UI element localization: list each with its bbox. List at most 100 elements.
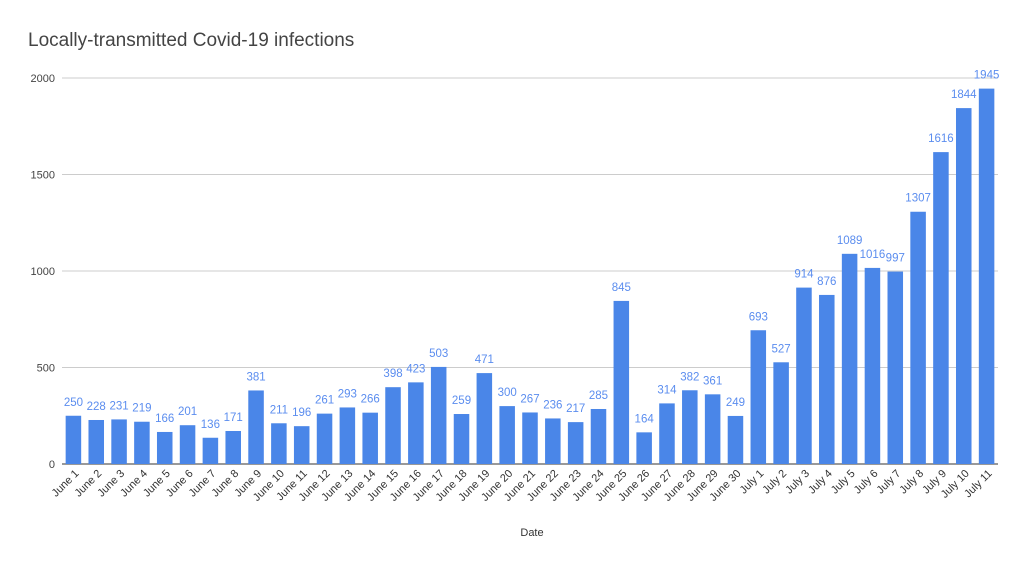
bar [271,423,287,464]
bar [202,437,219,464]
data-label: 259 [452,395,471,407]
data-label: 1616 [928,133,954,145]
data-label: 1089 [837,235,863,247]
data-label: 266 [361,394,380,406]
data-label: 300 [498,387,517,399]
data-label: 231 [109,400,128,412]
data-label: 382 [680,371,699,383]
bar [887,271,904,464]
data-label: 1016 [860,249,886,261]
bar [567,422,584,464]
bar [293,426,310,464]
bar [750,330,767,464]
bar [499,406,515,464]
bar [727,415,744,464]
data-label: 136 [201,419,220,431]
bar [819,294,835,464]
x-tick-label: July 3 [783,468,812,497]
bar [248,390,264,464]
data-label: 249 [726,397,745,409]
y-tick-label: 1500 [31,170,55,182]
bar [682,390,698,464]
bar [978,88,995,465]
bar [476,373,493,464]
data-label: 1945 [974,70,1000,82]
y-axis-ticks: 0 500 1000 1500 2000 [31,73,55,471]
data-label: 471 [475,354,494,366]
chart-title: Locally-transmitted Covid-19 infections [28,30,355,51]
data-label: 196 [292,407,311,419]
x-tick-label: July 7 [875,468,904,497]
bar [408,382,424,464]
data-label: 381 [246,371,265,383]
data-label: 914 [794,269,814,281]
x-axis-title: Date [520,527,543,539]
bar [362,412,378,464]
bar [636,432,652,464]
data-label: 250 [64,397,83,409]
data-label: 503 [429,348,448,360]
bar [522,412,538,464]
gridlines [62,77,998,465]
y-tick-label: 500 [37,363,55,375]
bar [545,418,561,464]
data-label: 1844 [951,89,977,101]
y-tick-label: 2000 [31,73,55,85]
data-label: 876 [817,276,836,288]
x-tick-label: July 5 [829,468,858,497]
bar [864,267,881,464]
data-label: 219 [132,403,151,415]
y-tick-label: 0 [49,459,55,471]
data-label: 201 [178,406,197,418]
bar [933,152,949,464]
data-label: 166 [155,413,174,425]
data-label: 527 [772,343,791,355]
data-label: 285 [589,390,608,402]
bar [704,394,721,464]
bar [955,108,972,464]
data-label: 361 [703,375,722,387]
bar [156,431,173,464]
bar [659,403,675,464]
data-label: 211 [270,404,288,416]
bar [111,419,127,464]
data-label: 164 [635,413,655,425]
bar [613,300,630,464]
bar [430,366,447,464]
bar [841,253,858,464]
data-label: 314 [657,384,677,396]
bar [773,362,789,464]
bar [453,414,470,464]
data-label: 997 [886,253,905,265]
data-label: 293 [338,388,357,400]
bar [385,387,401,464]
y-tick-label: 1000 [31,266,55,278]
data-label: 236 [543,399,562,411]
bar [225,430,241,464]
x-tick-label: July 4 [806,468,835,497]
data-label: 1307 [905,193,931,205]
bar [316,413,333,464]
data-label: 398 [383,368,402,380]
bar [134,421,150,464]
x-tick-label: July 6 [852,468,881,497]
bar [179,425,196,464]
data-label: 217 [566,403,585,415]
data-label: 693 [749,311,768,323]
data-label: 261 [315,395,334,407]
bar [910,211,926,464]
data-label: 267 [520,393,539,405]
bar [88,419,105,464]
data-labels: 250 228 231 219 166 201 136 171 381 211 196 261 293 2… [64,70,1000,431]
bar [590,408,607,464]
x-tick-label: July 2 [760,468,789,497]
bars [65,88,995,465]
data-label: 228 [87,401,106,413]
data-label: 423 [406,363,425,375]
x-tick-label: July 1 [738,468,767,497]
x-tick-label: July 8 [897,468,926,497]
bar [65,415,82,464]
bar [796,287,812,464]
